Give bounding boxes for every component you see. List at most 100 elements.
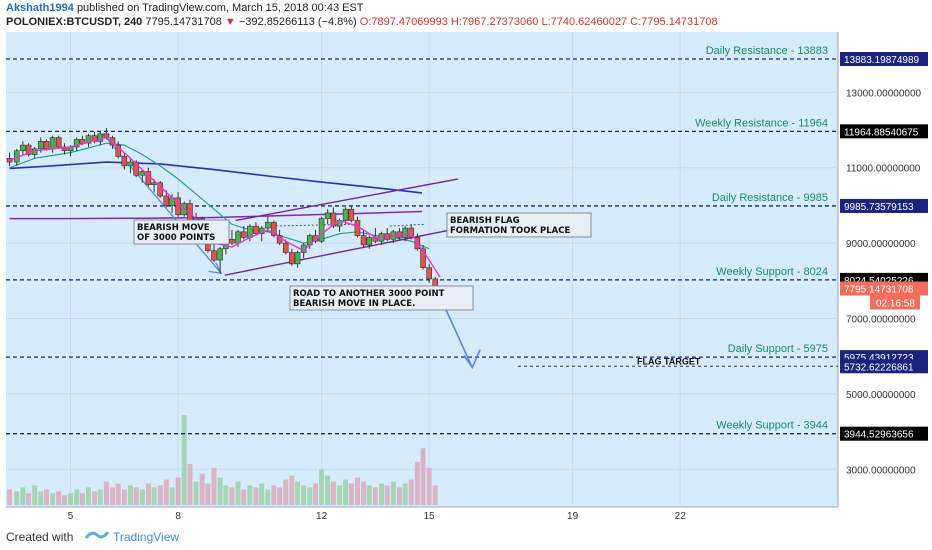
volume-bar [79, 493, 85, 505]
annotation-box-bg [446, 212, 592, 238]
volume-bar [378, 483, 384, 505]
volume-bar [259, 483, 265, 505]
published-text: published on TradingView.com, March 15, … [76, 2, 364, 14]
price-tag-bg [840, 124, 928, 139]
candle-body [348, 208, 355, 221]
candle-body [79, 139, 86, 144]
annotation-text: OF 3000 POINTS [137, 233, 215, 243]
volume-bar [426, 467, 432, 505]
volume-bar [7, 489, 13, 505]
volume-bar [145, 483, 151, 505]
candle [420, 244, 426, 270]
volume-bar [343, 479, 349, 505]
candle-body [426, 267, 432, 280]
candle-body [402, 227, 408, 238]
flag-dotted-line [389, 223, 426, 227]
candle-body [121, 156, 128, 167]
price-tag-text: 8024.54025226 [844, 276, 914, 287]
tradingview-logo-icon [84, 531, 110, 539]
publish-line: Akshath1994 published on TradingView.com… [6, 2, 364, 14]
volume-bar [181, 415, 187, 505]
author-link[interactable]: Akshath1994 [6, 2, 74, 14]
candle [408, 224, 415, 240]
candle-body [240, 231, 247, 238]
volume-bar [247, 485, 253, 505]
countdown-tag: 02:16:58 [870, 295, 920, 310]
candle [324, 209, 331, 225]
price-tag-bg [840, 198, 928, 213]
candle-body [25, 144, 32, 155]
price-tag: 5732.62226861 [840, 359, 928, 374]
volume-bar [271, 485, 277, 505]
ema-long-line [9, 210, 423, 220]
volume-bar [241, 489, 247, 505]
candle [121, 152, 128, 170]
price-chart[interactable]: 13000.00000000 11000.00000000 9000.0000000… [0, 30, 932, 522]
annotation-text: ROAD TO ANOTHER 3000 POINT [293, 289, 445, 299]
candle-body [360, 235, 367, 246]
volume-bar [92, 491, 98, 505]
volume-bar [307, 487, 313, 505]
level-label: Daily Resistance - 9985 [712, 192, 828, 204]
volume-bar [151, 487, 157, 505]
volume-bar [223, 485, 229, 505]
footer: Created with TradingView [0, 522, 932, 550]
volume-bar [32, 485, 38, 505]
volume-bar [414, 461, 420, 505]
candle [294, 250, 301, 268]
volume-bar [103, 481, 109, 505]
volume-bar [289, 475, 295, 505]
annotation-box-bg [133, 219, 230, 245]
candle [229, 229, 235, 245]
volume-bar [295, 481, 301, 505]
volume-bar [127, 485, 133, 505]
volume-bar [74, 489, 80, 505]
candle-body [253, 225, 259, 234]
candle-body [229, 239, 235, 244]
ema-fast-line [9, 136, 441, 278]
candle [366, 235, 373, 249]
x-tick-label: 5 [68, 511, 74, 522]
candle [73, 137, 80, 151]
candle-body [43, 141, 50, 150]
candle [157, 180, 164, 198]
candle-body [294, 252, 301, 265]
candle-body [264, 222, 271, 229]
candle [127, 158, 134, 174]
volume-bar [366, 485, 372, 505]
level-label: Weekly Support - 3944 [716, 420, 828, 432]
volume-bar [169, 487, 175, 505]
volume-bar [205, 483, 211, 505]
volume-bar [211, 467, 217, 505]
price-change: −392.85266113 (−4.8%) [238, 16, 357, 28]
ema-slow-line [9, 161, 423, 194]
level-label: Weekly Support - 8024 [716, 266, 828, 278]
volume-bar [139, 489, 145, 505]
price-tag-text: 3944.52963656 [844, 430, 914, 441]
volume-bar [14, 491, 20, 505]
candle [289, 248, 295, 266]
candle-body [20, 144, 26, 152]
candle [85, 133, 92, 147]
volume-bar [61, 495, 67, 505]
price-tag-bg [840, 52, 928, 67]
tradingview-brand[interactable]: TradingView [113, 530, 180, 544]
volume-bar [301, 485, 307, 505]
price-tag-text: 5975.43912723 [844, 353, 914, 364]
candle-body [217, 248, 223, 261]
annotation-text: BEARISH MOVE [137, 223, 210, 233]
volume-bar [402, 483, 408, 505]
candle [348, 205, 355, 223]
candle-body [133, 161, 139, 176]
volume-bar [44, 489, 50, 505]
price-tag-bg [840, 359, 928, 374]
open-value: O:7897.47069993 [359, 16, 448, 28]
candle-body [408, 227, 415, 238]
ohlc-line: POLONIEX:BTCUSDT, 240 7795.14731708 ▼ −3… [6, 16, 718, 28]
last-price: 7795.14731708 [145, 16, 222, 28]
candle-body [330, 212, 337, 227]
created-with-text: Created with [6, 530, 74, 544]
